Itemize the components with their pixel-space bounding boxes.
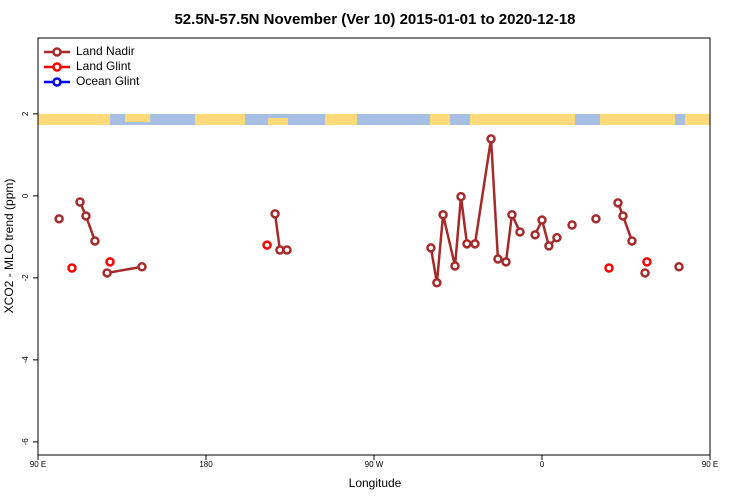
point	[552, 232, 562, 243]
point	[567, 220, 577, 230]
point	[493, 254, 503, 264]
x-axis-label: Longitude	[349, 476, 402, 490]
point	[262, 240, 272, 250]
point	[270, 209, 280, 219]
point	[81, 211, 91, 221]
y-tick-label: 2	[21, 111, 30, 116]
point	[450, 261, 460, 271]
x-tick-label: 0	[540, 460, 545, 469]
point	[105, 257, 115, 267]
point	[90, 236, 100, 246]
y-tick-label: -2	[21, 274, 30, 282]
legend-label: Land Glint	[76, 59, 131, 73]
chart-title: 52.5N-57.5N November (Ver 10) 2015-01-01…	[174, 11, 575, 28]
point	[102, 268, 112, 278]
legend-marker	[52, 62, 62, 72]
series-line	[80, 139, 679, 283]
point	[674, 262, 684, 272]
point	[67, 263, 77, 273]
point	[618, 211, 628, 221]
point	[640, 268, 650, 278]
x-tick-label: 180	[199, 460, 213, 469]
point	[613, 198, 623, 208]
x-tick-label: 90 E	[30, 460, 46, 469]
point	[530, 230, 540, 240]
point	[544, 241, 554, 251]
map-strip	[38, 114, 710, 125]
point	[627, 236, 637, 246]
legend-label: Ocean Glint	[76, 74, 140, 88]
y-tick-label: -6	[21, 438, 30, 446]
point	[54, 214, 64, 224]
legend-marker	[52, 47, 62, 57]
x-tick-label: 90 W	[365, 460, 384, 469]
legend-marker	[52, 77, 62, 87]
x-tick-label: 90 E	[702, 460, 718, 469]
y-tick-label: 0	[21, 193, 30, 198]
point	[507, 209, 517, 220]
point	[462, 239, 472, 249]
point	[537, 215, 547, 225]
y-axis-label: XCO2 - MLO trend (ppm)	[2, 179, 16, 314]
point	[486, 134, 496, 144]
point	[282, 245, 292, 255]
point	[470, 239, 480, 249]
point	[75, 197, 85, 207]
point	[456, 191, 466, 202]
plot-frame	[37, 37, 711, 456]
legend-label: Land Nadir	[76, 44, 135, 58]
point	[591, 214, 601, 224]
point	[501, 257, 511, 267]
point	[432, 278, 442, 288]
point	[426, 243, 436, 253]
point	[642, 257, 652, 267]
point	[438, 209, 448, 220]
point	[604, 263, 614, 273]
y-tick-label: -4	[21, 356, 30, 364]
point	[515, 227, 525, 237]
point	[137, 262, 147, 272]
